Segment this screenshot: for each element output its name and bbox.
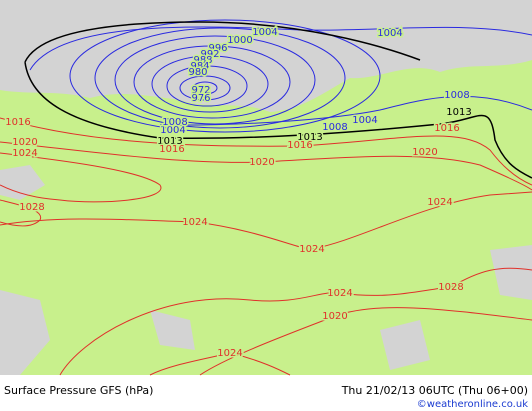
isobar-label: 1020: [322, 311, 347, 322]
isobar-label: 1020: [412, 147, 437, 158]
isobar-label: 1016: [434, 123, 459, 134]
isobar-label: 1013: [446, 107, 471, 118]
isobar-label: 992: [200, 49, 219, 60]
isobar-label: 1024: [182, 217, 207, 228]
isobar-label: 1016: [159, 144, 184, 155]
isobar-label: 976: [191, 93, 210, 104]
isobar-label: 996: [208, 43, 227, 54]
isobar-label: 1020: [12, 137, 37, 148]
isobar-label: 1020: [249, 157, 274, 168]
isobar-label: 1004: [377, 28, 402, 39]
isobar-label: 1008: [322, 122, 347, 133]
isobar-label: 1000: [227, 35, 252, 46]
footer-valid-time: Thu 21/02/13 06UTC (Thu 06+00): [341, 384, 528, 397]
isobar-label: 972: [191, 85, 210, 96]
isobar-label: 980: [188, 67, 207, 78]
isobar-1013: [24, 21, 532, 179]
isobar-label: 1028: [438, 282, 463, 293]
isobar-label: 1008: [162, 117, 187, 128]
isobar-label: 1004: [252, 27, 277, 38]
isobar-label: 1024: [12, 148, 37, 159]
isobar-label: 1024: [327, 288, 352, 299]
footer-title: Surface Pressure GFS (hPa): [4, 384, 153, 397]
isobar-label: 1016: [287, 140, 312, 151]
isobar-labels: 1004 1004 1000 996 992 988 984 980 972 9…: [4, 26, 473, 361]
isobar-label: 1024: [217, 348, 242, 359]
map: 1004 1004 1000 996 992 988 984 980 972 9…: [0, 0, 532, 376]
isobar-label: 1013: [157, 136, 182, 147]
isobar-label: 988: [193, 55, 212, 66]
blue-isobars: [29, 19, 532, 133]
isobar-label: 1024: [299, 244, 324, 255]
isobar-label: 1008: [444, 90, 469, 101]
isobar-label: 1004: [352, 115, 377, 126]
footer-credit: ©weatheronline.co.uk: [417, 399, 528, 410]
isobar-label: 1016: [5, 117, 30, 128]
red-isobars: [0, 117, 532, 376]
isobar-label: 1013: [297, 132, 322, 143]
isobar-label: 1004: [160, 125, 185, 136]
isobar-label: 1028: [19, 202, 44, 213]
isobar-label: 984: [190, 61, 209, 72]
isobar-label: 1024: [427, 197, 452, 208]
